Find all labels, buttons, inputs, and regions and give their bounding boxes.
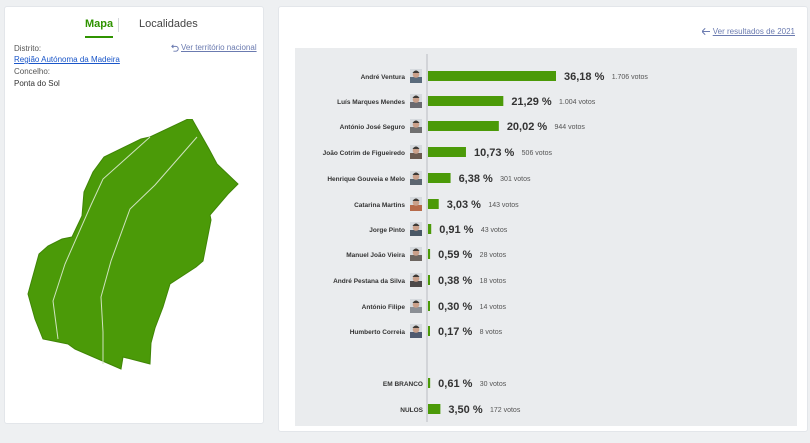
bar[interactable] [428, 147, 466, 157]
bar[interactable] [428, 301, 430, 311]
votes-label: 8 votos [480, 329, 503, 336]
votes-label: 1.004 votos [559, 99, 596, 106]
percent-label: 21,29 % [511, 96, 552, 108]
bar[interactable] [428, 275, 430, 285]
map-panel: Mapa Localidades Distrito: Ver territóri… [4, 6, 264, 424]
parish-border-west [52, 136, 151, 340]
votes-label: 30 votos [480, 381, 507, 388]
candidate-photo [410, 171, 422, 185]
votes-label: 28 votos [480, 252, 507, 259]
percent-label: 0,61 % [438, 378, 472, 390]
results-panel: Ver resultados de 2021 André Ventura 36,1… [278, 6, 808, 432]
category-label: André Ventura [361, 74, 406, 81]
votes-label: 1.706 votos [612, 74, 649, 81]
votes-label: 43 votos [481, 227, 508, 234]
category-label: EM BRANCO [383, 381, 423, 388]
bar[interactable] [428, 71, 556, 81]
percent-label: 0,91 % [439, 224, 473, 236]
percent-label: 3,50 % [448, 404, 482, 416]
category-label: NULOS [400, 407, 423, 414]
votes-label: 143 votos [488, 202, 519, 209]
bar[interactable] [428, 249, 431, 259]
percent-label: 0,59 % [438, 249, 472, 261]
category-label: António José Seguro [340, 124, 405, 131]
percent-label: 10,73 % [474, 147, 515, 159]
candidate-photo [410, 94, 422, 108]
previous-results-link-text: Ver resultados de 2021 [712, 27, 795, 36]
votes-label: 18 votos [480, 278, 507, 285]
category-label: Humberto Correia [350, 329, 406, 336]
bar[interactable] [428, 199, 439, 209]
percent-label: 20,02 % [507, 121, 548, 133]
category-label: Jorge Pinto [369, 227, 405, 234]
category-label: João Cotrim de Figueiredo [323, 150, 405, 157]
national-territory-link[interactable]: Ver território nacional [171, 43, 257, 52]
bar[interactable] [428, 173, 451, 183]
category-label: Catarina Martins [354, 202, 405, 209]
percent-label: 0,38 % [438, 275, 472, 287]
tab-map[interactable]: Mapa [85, 18, 114, 38]
category-label: Henrique Gouveia e Melo [327, 176, 405, 183]
county-map[interactable] [25, 119, 250, 374]
district-link[interactable]: Região Autónoma da Madeira [14, 55, 120, 64]
district-label: Distrito: [14, 44, 42, 53]
county-shape[interactable] [27, 119, 239, 370]
bar[interactable] [428, 326, 430, 336]
bar[interactable] [428, 378, 431, 388]
county-value: Ponta do Sol [14, 79, 60, 88]
bar[interactable] [428, 96, 504, 106]
percent-label: 3,03 % [447, 199, 481, 211]
percent-label: 0,30 % [438, 301, 472, 313]
percent-label: 36,18 % [564, 71, 605, 83]
candidate-photo [410, 197, 422, 211]
bar[interactable] [428, 121, 499, 131]
candidate-photo [410, 222, 422, 236]
votes-label: 506 votos [522, 150, 553, 157]
category-label: Manuel João Vieira [346, 252, 405, 259]
votes-label: 944 votos [555, 124, 586, 131]
percent-label: 6,38 % [459, 173, 493, 185]
tab-places[interactable]: Localidades [139, 18, 198, 30]
percent-label: 0,17 % [438, 326, 472, 338]
county-label: Concelho: [14, 67, 51, 76]
arrow-left-icon [701, 28, 710, 35]
candidate-photo [410, 119, 422, 133]
category-label: André Pestana da Silva [333, 278, 405, 285]
category-label: Luís Marques Mendes [337, 99, 405, 106]
votes-label: 14 votos [480, 304, 507, 311]
bar[interactable] [428, 224, 432, 234]
previous-results-link[interactable]: Ver resultados de 2021 [701, 27, 795, 36]
national-territory-link-text: Ver território nacional [181, 43, 257, 52]
candidate-photo [410, 69, 422, 83]
votes-label: 301 votos [500, 176, 531, 183]
candidate-photo [410, 324, 422, 338]
candidate-photo [410, 299, 422, 313]
undo-icon [171, 43, 179, 52]
candidate-photo [410, 273, 422, 287]
results-chart: André Ventura 36,18 % 1.706 votos Luís Marq… [295, 48, 797, 426]
results-bar-chart: André Ventura 36,18 % 1.706 votos Luís Marq… [323, 54, 649, 422]
tab-separator [118, 18, 119, 32]
candidate-photo [410, 145, 422, 159]
view-tabs: Mapa Localidades [5, 18, 263, 42]
category-label: António Filipe [362, 304, 406, 311]
bar[interactable] [428, 404, 441, 414]
parish-border-east [100, 136, 198, 364]
candidate-photo [410, 247, 422, 261]
votes-label: 172 votos [490, 407, 521, 414]
